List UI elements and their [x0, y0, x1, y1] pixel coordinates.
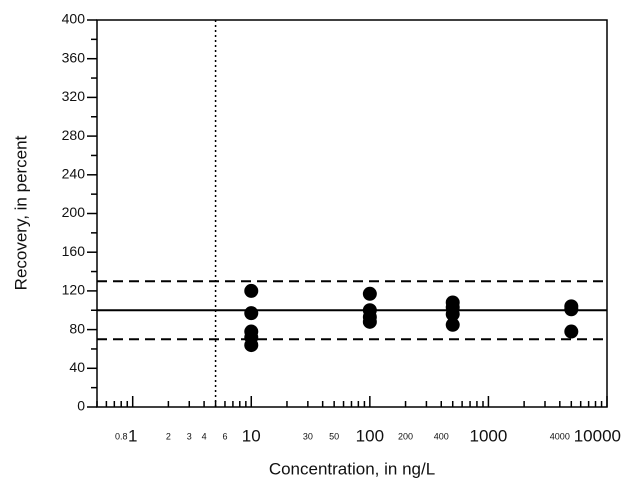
y-tick-label: 320 — [62, 88, 86, 104]
point — [362, 314, 377, 329]
point — [445, 307, 460, 322]
y-tick-label: 240 — [62, 166, 86, 182]
y-tick-label: 360 — [62, 49, 86, 65]
x-axis-label: Concentration, in ng/L — [269, 459, 435, 478]
x-tick-label: 30 — [303, 431, 313, 441]
x-tick-label: 2 — [166, 431, 171, 441]
point — [244, 283, 259, 298]
x-tick-label: 100 — [356, 426, 384, 445]
x-tick-label: 400 — [434, 431, 449, 441]
point — [362, 286, 377, 301]
point — [564, 324, 579, 339]
point — [244, 338, 259, 353]
x-tick-label: 4000 — [550, 431, 570, 441]
point — [564, 302, 579, 317]
x-tick-label: 10 — [242, 426, 261, 445]
x-tick-label: 1000 — [470, 426, 508, 445]
y-tick-label: 80 — [69, 320, 85, 336]
x-tick-label: 3 — [187, 431, 192, 441]
x-tick-label: 4 — [202, 431, 207, 441]
x-tick-label: 1 — [128, 426, 137, 445]
y-tick-label: 40 — [69, 359, 85, 375]
y-tick-label: 160 — [62, 243, 86, 259]
y-tick-label: 200 — [62, 204, 86, 220]
plot-frame — [96, 19, 608, 408]
x-tick-label: 6 — [222, 431, 227, 441]
point — [244, 306, 259, 321]
y-tick-label: 400 — [62, 11, 86, 27]
y-tick-label: 120 — [62, 282, 86, 298]
x-tick-label: 50 — [329, 431, 339, 441]
y-axis-label: Recovery, in percent — [11, 135, 30, 290]
point — [445, 317, 460, 332]
x-tick-label: 200 — [398, 431, 413, 441]
y-tick-label: 280 — [62, 127, 86, 143]
x-tick-label: 10000 — [574, 426, 621, 445]
y-tick-label: 0 — [77, 398, 85, 414]
x-tick-label: 0.8 — [115, 431, 128, 441]
